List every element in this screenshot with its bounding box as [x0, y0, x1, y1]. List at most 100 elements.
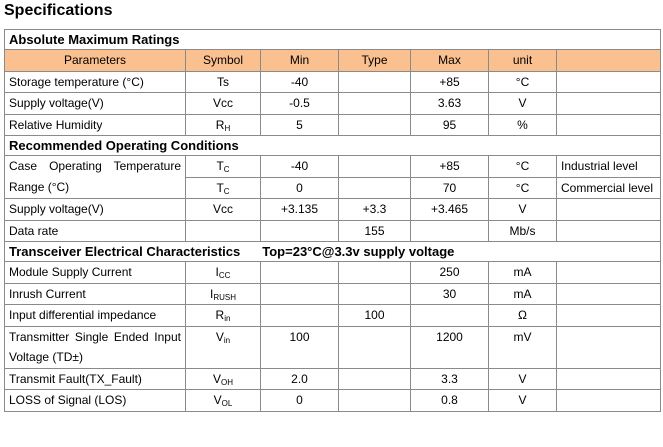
unit-cell: V [488, 367, 557, 390]
data-row: Input differential impedance Rin 100 Ω [4, 304, 662, 327]
header-row: Parameters Symbol Min Type Max unit [4, 49, 662, 72]
symbol-base: V [212, 371, 221, 386]
symbol-sub: CC [218, 271, 231, 280]
symbol-cell: Ts [185, 70, 261, 93]
unit: mA [513, 286, 532, 301]
unit-cell: % [488, 113, 557, 136]
parameter-cell: Relative Humidity [4, 113, 186, 136]
section-row: Transceiver Electrical Characteristics To… [3, 241, 662, 262]
unit-cell: mA [488, 261, 557, 284]
note-cell: Industrial level [555, 155, 662, 178]
data-row: Supply voltage(V) Vcc +3.135 +3.3 +3.465 V [4, 198, 662, 221]
symbol-sub: OH [221, 377, 233, 387]
max: 0.8 [441, 393, 458, 407]
symbol-base: T [216, 159, 224, 173]
max-cell: 1200 [410, 325, 489, 369]
min-cell [260, 219, 339, 242]
symbol-cell: VOH [185, 367, 261, 390]
symbol-base: T [216, 180, 224, 195]
type-cell [338, 70, 411, 93]
max-cell: 0.8 [410, 389, 489, 412]
min: 0 [296, 180, 303, 195]
column-header: Parameters [4, 49, 186, 72]
parameter-cell: Case Operating Temperature Range (°C) [4, 155, 186, 199]
min: 0 [296, 393, 303, 407]
note-cell [555, 282, 662, 305]
max: 1200 [436, 329, 463, 344]
column-header: Type [338, 49, 411, 72]
symbol-base: I [209, 286, 214, 301]
type-cell: +3.3 [338, 198, 411, 221]
type: 155 [364, 223, 385, 238]
unit-cell: °C [488, 176, 557, 199]
unit-cell: Ω [488, 304, 557, 327]
min: +3.135 [280, 202, 319, 216]
max: 3.63 [437, 96, 462, 110]
max: 95 [442, 117, 457, 132]
column-header [555, 49, 662, 72]
max: 30 [442, 286, 457, 301]
note-cell [555, 367, 662, 390]
section-condition: Top=23°C@3.3v supply voltage [262, 244, 455, 259]
max-cell: 3.63 [410, 92, 489, 115]
type-cell [338, 92, 411, 115]
unit: °C [515, 74, 530, 89]
max: 3.3 [441, 371, 458, 386]
parameter-cell: Inrush Current [4, 282, 186, 305]
max-cell: 250 [410, 261, 489, 284]
symbol-cell: Vcc [185, 92, 261, 115]
parameter-cell: Supply voltage(V) [4, 92, 186, 115]
min-cell: -40 [260, 70, 339, 93]
data-row: Case Operating Temperature Range (°C) TC -… [4, 155, 662, 199]
min: -40 [290, 159, 309, 173]
column-header: Symbol [185, 49, 261, 72]
symbol-cell: TC [185, 176, 261, 199]
unit-cell: mV [488, 325, 557, 369]
symbol-cell [185, 219, 261, 242]
data-row: Transmitter Single Ended Input Voltage (… [4, 325, 662, 369]
symbol-base: I [215, 265, 219, 279]
symbol: Vcc [212, 96, 233, 110]
unit: °C [515, 159, 530, 173]
max-cell [410, 304, 489, 327]
note-cell [555, 219, 662, 242]
max-cell: 3.3 [410, 367, 489, 390]
parameter-cell: Storage temperature (°C) [4, 70, 186, 93]
unit: V [518, 371, 527, 386]
data-row: Supply voltage(V) Vcc -0.5 3.63 V [4, 92, 662, 115]
note-cell [555, 304, 662, 327]
note-cell [555, 198, 662, 221]
parameter-cell: LOSS of Signal (LOS) [4, 389, 186, 412]
max-cell: +85 [410, 70, 489, 93]
unit-cell: °C [488, 70, 557, 93]
max-cell [410, 219, 489, 242]
data-row: Inrush Current IRUSH 30 mA [4, 282, 662, 305]
type-cell [338, 282, 411, 305]
symbol-sub: RUSH [213, 292, 236, 302]
page-title: Specifications [4, 2, 113, 19]
symbol-base: V [215, 329, 224, 344]
symbol-sub: C [223, 186, 230, 196]
type-cell [338, 261, 411, 284]
spec-table: Absolute Maximum Ratings Parameters Symbol… [3, 29, 662, 412]
column-header: Min [260, 49, 339, 72]
max-cell: +3.465 [410, 198, 489, 221]
unit-cell: V [488, 389, 557, 412]
symbol-sub: in [223, 335, 231, 345]
symbol-sub: in [224, 314, 231, 323]
symbol-cell: VOL [185, 389, 261, 412]
note-cell [555, 70, 662, 93]
max: 250 [439, 265, 460, 279]
max: +85 [439, 159, 460, 173]
min-cell: 5 [260, 113, 339, 136]
max-cell: 70 [410, 176, 489, 199]
note: Commercial level [561, 180, 654, 195]
symbol-cell: TC [185, 155, 261, 178]
min-cell: 0 [260, 176, 339, 199]
type-cell [338, 176, 411, 199]
section-heading: Absolute Maximum Ratings [9, 32, 180, 47]
unit-cell: mA [488, 282, 557, 305]
section-heading: Transceiver Electrical Characteristics [9, 244, 241, 259]
unit-cell: °C [488, 155, 557, 178]
symbol-cell: RH [185, 113, 261, 136]
